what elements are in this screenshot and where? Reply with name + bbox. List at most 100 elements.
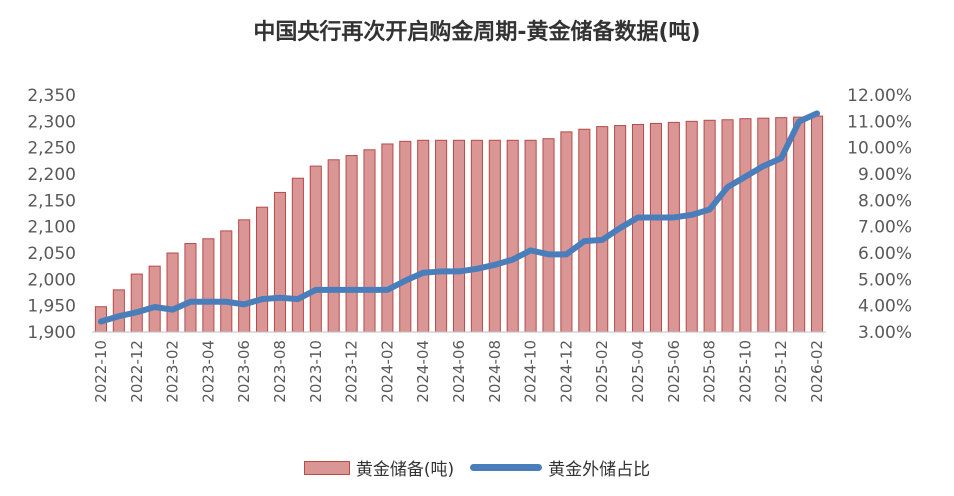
bar-2023-02 [166, 252, 179, 333]
share-point-2023-12 [350, 288, 354, 292]
bar-2026-02 [811, 115, 824, 333]
bar-2024-03 [399, 140, 412, 333]
share-point-2024-01 [367, 288, 371, 292]
share-point-2023-08 [278, 296, 282, 300]
x-tick-label: 2023-06 [235, 340, 253, 403]
y-left-axis: 1,900 1,950 2,000 2,050 2,100 2,150 2,200 2,250… [27, 86, 76, 343]
y-left-tick-label: 2,150 [27, 191, 76, 211]
share-point-2025-03 [618, 226, 622, 230]
bar-2022-12 [130, 273, 143, 333]
share-point-2023-09 [296, 297, 300, 301]
share-point-2023-06 [242, 302, 246, 306]
share-point-2024-05 [439, 269, 443, 273]
share-point-2026-01 [797, 119, 801, 123]
share-point-2024-12 [564, 252, 568, 256]
share-point-2026-02 [815, 111, 819, 115]
bar-2025-10 [739, 118, 752, 333]
y-right-tick-label: 6.00% [858, 244, 912, 264]
bar-2025-01 [578, 128, 591, 333]
y-right-tick-label: 10.00% [847, 139, 912, 159]
share-point-2022-12 [135, 310, 139, 314]
bar-2023-06 [238, 219, 251, 333]
share-point-2022-10 [99, 319, 103, 323]
bar-2025-04 [631, 123, 645, 333]
legend-swatch-line [470, 464, 543, 471]
x-tick-label: 2024-02 [378, 340, 396, 403]
y-left-tick-label: 2,250 [27, 139, 76, 159]
y-left-tick-label: 2,200 [27, 165, 76, 185]
line-layer [97, 110, 821, 325]
bar-2024-02 [381, 143, 394, 333]
legend-item-share: 黄金外储占比 [470, 455, 650, 480]
x-tick-label: 2024-12 [557, 340, 575, 403]
share-point-2023-03 [188, 300, 192, 304]
bar-2022-11 [112, 289, 125, 333]
share-point-2024-08 [493, 263, 497, 267]
share-point-2024-07 [475, 267, 479, 271]
share-point-2023-01 [153, 305, 157, 309]
y-left-tick-label: 2,300 [27, 112, 76, 132]
share-point-2025-11 [761, 164, 765, 168]
share-point-2024-11 [547, 252, 551, 256]
x-tick-label: 2023-10 [307, 340, 325, 403]
y-left-tick-label: 2,350 [27, 86, 76, 106]
x-tick-label: 2023-08 [271, 340, 289, 403]
y-left-tick-label: 2,050 [27, 244, 76, 264]
y-right-tick-label: 7.00% [858, 218, 912, 238]
y-right-tick-label: 12.00% [847, 86, 912, 106]
bar-2025-05 [649, 122, 662, 333]
share-point-2025-06 [672, 215, 676, 219]
x-tick-label: 2022-12 [128, 340, 146, 403]
share-point-2024-03 [403, 279, 407, 283]
bar-2023-03 [184, 243, 197, 333]
bar-2024-12 [560, 131, 573, 333]
bar-2025-09 [721, 119, 734, 333]
share-point-2024-09 [511, 258, 515, 262]
share-point-2023-02 [171, 308, 175, 312]
legend-swatch-bar [303, 460, 350, 475]
x-axis: 2022-10 2022-12 2023-02 2023-04 2023-06 2023-… [92, 331, 826, 403]
bar-2024-07 [470, 139, 483, 333]
share-point-2025-07 [690, 213, 694, 217]
share-point-2024-02 [385, 288, 389, 292]
x-tick-label: 2025-12 [772, 340, 790, 403]
share-point-2025-12 [779, 156, 783, 160]
x-tick-label: 2025-04 [629, 340, 647, 403]
bar-2023-09 [291, 177, 304, 333]
x-tick-label: 2026-02 [808, 340, 826, 403]
legend-label-reserves: 黄金储备(吨) [355, 460, 455, 480]
y-left-tick-label: 2,000 [27, 270, 76, 290]
legend-label-share: 黄金外储占比 [548, 460, 651, 480]
x-tick-label: 2023-02 [164, 340, 182, 403]
bar-2024-10 [524, 139, 537, 333]
share-point-2024-04 [421, 271, 425, 275]
bar-2025-06 [667, 121, 680, 333]
bar-2023-04 [202, 238, 215, 333]
y-right-tick-label: 5.00% [858, 270, 912, 290]
legend-item-reserves: 黄金储备(吨) [303, 455, 455, 480]
share-point-2024-06 [457, 269, 461, 273]
bar-2024-09 [506, 139, 519, 333]
y-left-tick-label: 2,100 [27, 218, 76, 238]
bar-2024-11 [542, 138, 555, 333]
legend: 黄金储备(吨) 黄金外储占比 [0, 455, 954, 480]
x-tick-label: 2025-06 [665, 340, 683, 403]
x-tick-label: 2024-10 [522, 340, 540, 403]
x-tick-label: 2023-04 [199, 340, 217, 403]
y-left-tick-label: 1,900 [27, 323, 76, 343]
share-point-2024-10 [529, 248, 533, 252]
share-point-2025-08 [708, 208, 712, 212]
x-tick-label: 2022-10 [92, 340, 110, 403]
bar-2023-05 [220, 230, 233, 333]
x-tick-label: 2025-08 [701, 340, 719, 403]
x-tick-label: 2025-02 [593, 340, 611, 403]
x-tick-label: 2025-10 [736, 340, 754, 403]
bar-2025-08 [703, 119, 716, 333]
share-point-2025-05 [654, 215, 658, 219]
share-point-2023-10 [314, 288, 318, 292]
share-point-2025-09 [726, 185, 730, 189]
share-point-2025-02 [600, 238, 604, 242]
bar-2026-01 [793, 116, 806, 333]
y-right-axis: 3.00% 4.00% 5.00% 6.00% 7.00% 8.00% 9.00% 10.00… [847, 86, 912, 343]
